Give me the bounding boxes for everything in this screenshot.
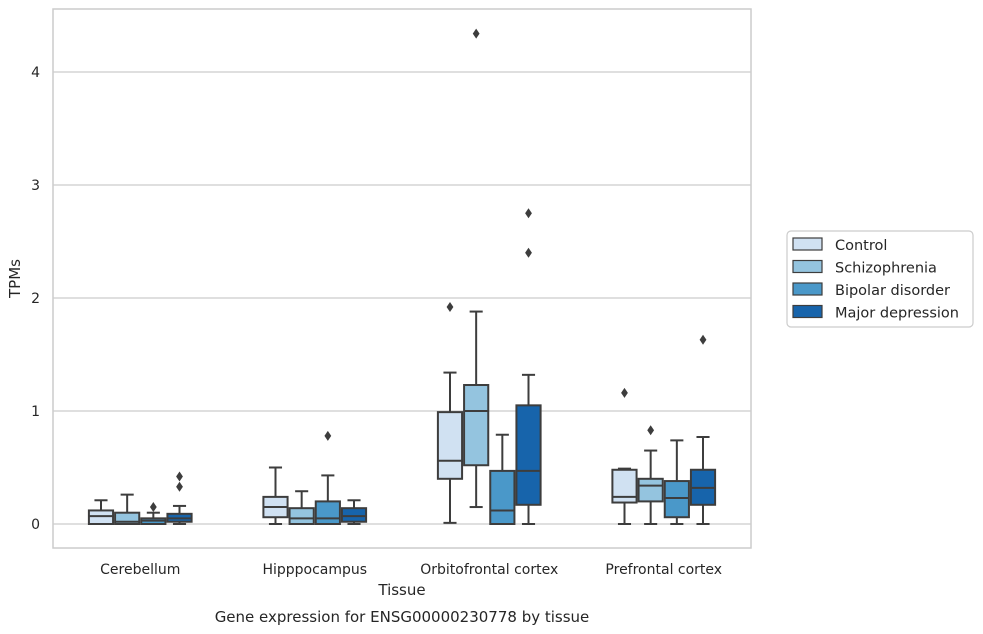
box-bipolar-disorder	[140, 502, 167, 525]
outlier-point	[472, 28, 480, 39]
x-ticks: Cerebellum Hipppocampus Orbitofrontal cort…	[100, 562, 722, 578]
outlier-point	[525, 247, 532, 258]
box-control	[436, 302, 464, 524]
x-axis-label: Tissue	[377, 581, 425, 599]
box-schizophrenia	[288, 490, 315, 525]
plot-frame	[52, 8, 752, 549]
gridlines	[53, 71, 751, 525]
box-major-depression	[689, 334, 717, 525]
y-tick-label: 4	[31, 65, 40, 81]
outlier-point	[176, 471, 183, 482]
y-tick-label: 3	[31, 178, 40, 194]
legend-label: Major depression	[835, 306, 959, 322]
legend-swatch	[792, 304, 823, 319]
box-iqr	[663, 480, 690, 519]
box-control	[87, 499, 115, 526]
box-iqr	[87, 509, 115, 526]
outlier-point	[621, 387, 628, 398]
legend: Control Schizophrenia Bipolar disorder Majo…	[786, 230, 974, 328]
box-bipolar-disorder	[663, 439, 690, 525]
box-control	[262, 466, 289, 525]
box-schizophrenia	[637, 425, 664, 525]
x-tick-label: Orbitofrontal cortex	[420, 562, 558, 578]
box-iqr	[340, 507, 368, 523]
box-iqr	[436, 411, 464, 480]
boxes	[87, 28, 717, 526]
legend-label: Schizophrenia	[835, 261, 937, 277]
y-tick-label: 0	[31, 517, 40, 533]
legend-swatch	[792, 282, 823, 296]
x-tick-label: Hipppocampus	[262, 562, 367, 578]
box-bipolar-disorder	[489, 433, 516, 526]
box-iqr	[314, 500, 341, 525]
outlier-point	[647, 425, 655, 436]
outlier-point	[525, 208, 532, 219]
outlier-point	[699, 334, 707, 345]
outlier-point	[324, 430, 332, 441]
box-iqr	[114, 511, 141, 526]
y-ticks: 0 1 2 3 4	[31, 65, 40, 533]
legend-swatch	[792, 237, 823, 251]
box-iqr	[637, 477, 664, 503]
legend-swatch	[792, 259, 823, 274]
box-schizophrenia	[114, 493, 141, 526]
box-major-depression	[166, 471, 193, 525]
outlier-point	[446, 302, 454, 313]
y-tick-label: 1	[31, 404, 40, 420]
outlier-point	[176, 481, 183, 492]
legend-label: Control	[835, 238, 887, 254]
box-bipolar-disorder	[314, 430, 341, 525]
box-iqr	[288, 507, 315, 525]
legend-label: Bipolar disorder	[835, 283, 950, 299]
box-major-depression	[340, 499, 368, 525]
box-iqr	[515, 404, 542, 506]
box-major-depression	[515, 208, 542, 525]
box-schizophrenia	[463, 28, 490, 509]
box-iqr	[489, 469, 516, 526]
x-tick-label: Prefrontal cortex	[605, 562, 722, 578]
y-axis-label: TPMs	[6, 259, 24, 299]
y-tick-label: 2	[31, 291, 40, 307]
box-control	[611, 387, 638, 525]
legend-frame	[786, 230, 974, 328]
chart-title: Gene expression for ENSG00000230778 by t…	[215, 608, 590, 626]
x-tick-label: Cerebellum	[100, 562, 180, 578]
box-iqr	[463, 384, 490, 467]
outlier-point	[149, 502, 157, 513]
